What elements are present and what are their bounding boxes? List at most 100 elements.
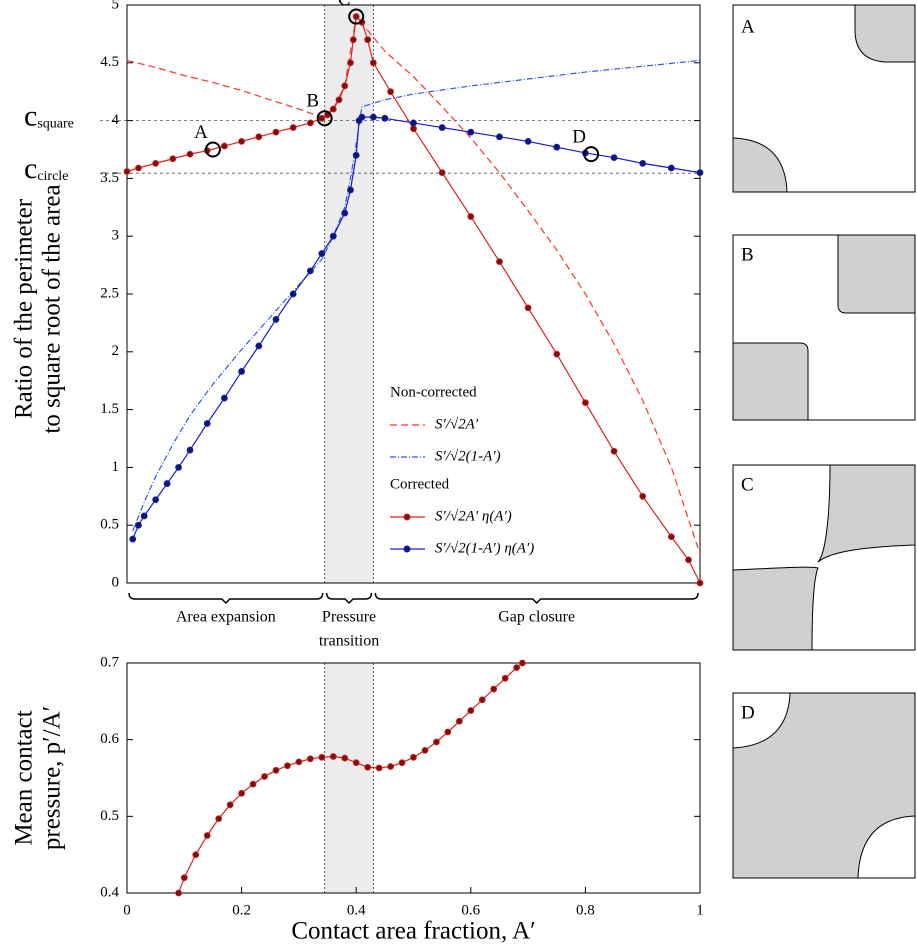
y-axis-label: Ratio of the perimeter xyxy=(11,198,38,419)
data-point xyxy=(186,150,194,158)
data-point xyxy=(249,780,257,788)
data-point xyxy=(255,342,263,350)
data-point xyxy=(255,133,263,141)
data-point xyxy=(496,133,503,141)
data-point xyxy=(203,832,211,839)
data-point xyxy=(490,685,498,693)
legend-label: S′/√2(1-A′) η(A′) xyxy=(435,540,534,556)
data-point xyxy=(467,707,475,714)
data-point xyxy=(175,889,182,897)
gap-region xyxy=(732,692,791,749)
panel-b: B xyxy=(732,234,916,421)
data-point xyxy=(175,463,182,471)
data-point xyxy=(444,728,452,736)
data-point xyxy=(667,533,675,541)
data-point xyxy=(398,759,406,767)
data-point xyxy=(306,755,314,763)
region-brace xyxy=(128,592,324,605)
panel-label: C xyxy=(741,474,754,495)
data-point xyxy=(284,762,291,770)
data-point xyxy=(455,717,463,725)
data-point xyxy=(667,164,675,172)
reference-label: ccircle xyxy=(24,152,68,185)
data-point xyxy=(524,304,532,312)
series-line xyxy=(126,15,701,584)
plot-frame xyxy=(126,662,701,894)
region-label: transition xyxy=(319,633,379,650)
data-point xyxy=(685,556,692,564)
y-axis-label: to square root of the area xyxy=(39,184,66,433)
state-marker xyxy=(583,146,600,163)
data-point xyxy=(352,759,360,767)
data-point xyxy=(272,766,280,774)
y-tick-label: 4.5 xyxy=(100,54,119,70)
data-point xyxy=(524,138,532,145)
data-point xyxy=(295,758,303,766)
data-point xyxy=(347,186,354,194)
x-tick-label: 1 xyxy=(696,902,704,918)
x-axis-label: Contact area fraction, A′ xyxy=(291,918,535,945)
data-point xyxy=(123,168,131,175)
reference-symbol: c xyxy=(24,152,37,185)
data-point xyxy=(501,674,509,682)
data-point xyxy=(352,13,360,20)
series-line xyxy=(132,59,701,532)
data-point xyxy=(358,113,366,121)
data-point xyxy=(582,399,589,407)
y-tick-label: 5 xyxy=(112,0,120,12)
region-label: Area expansion xyxy=(176,609,276,626)
data-point xyxy=(696,579,704,587)
data-point xyxy=(272,316,280,323)
region-brace xyxy=(325,592,373,605)
y-tick-label: 0.6 xyxy=(100,731,119,747)
transition-band xyxy=(324,5,374,583)
region-brace xyxy=(374,592,699,605)
data-point xyxy=(180,874,188,882)
y-tick-label: 3 xyxy=(112,228,120,244)
legend-title: Non-corrected xyxy=(390,384,477,400)
data-point xyxy=(369,59,377,67)
y-tick-label: 4 xyxy=(112,112,120,128)
series-line xyxy=(132,116,701,540)
data-point xyxy=(318,250,326,257)
state-label: A xyxy=(194,122,208,143)
data-point xyxy=(329,232,337,240)
data-point xyxy=(381,114,389,122)
chart: csquareccircle00.511.522.533.544.55Ratio… xyxy=(11,0,704,650)
contact-region xyxy=(817,464,916,563)
data-point xyxy=(496,258,503,266)
panel-label: B xyxy=(741,244,754,265)
data-point xyxy=(610,154,618,161)
data-point xyxy=(341,754,349,762)
contact-region xyxy=(854,4,916,63)
contact-region xyxy=(837,234,916,314)
reference-label: csquare xyxy=(24,99,74,132)
y-axis-label: pressure, p′/A′ xyxy=(39,706,66,850)
data-point xyxy=(238,789,246,797)
data-point xyxy=(272,128,280,136)
data-point xyxy=(318,114,326,122)
data-point xyxy=(203,420,211,427)
data-point xyxy=(192,851,200,859)
legend-marker xyxy=(403,513,411,521)
y-tick-label: 1 xyxy=(112,459,120,475)
data-point xyxy=(221,394,228,402)
x-tick-label: 0.8 xyxy=(576,902,595,918)
y-tick-label: 0 xyxy=(112,574,120,590)
data-point xyxy=(553,143,561,151)
data-point xyxy=(135,521,142,529)
y-tick-label: 1.5 xyxy=(100,401,119,417)
data-point xyxy=(226,801,234,809)
panel-a: A xyxy=(732,4,916,193)
contact-region xyxy=(732,342,809,421)
state-marker xyxy=(204,141,221,158)
plot-frame xyxy=(126,4,701,584)
data-point xyxy=(467,213,475,220)
state-marker xyxy=(316,110,333,127)
data-point xyxy=(387,763,394,770)
contact-region xyxy=(732,566,819,651)
panel-label: D xyxy=(741,702,755,723)
state-marker xyxy=(348,8,365,25)
panel-label: A xyxy=(741,16,755,37)
